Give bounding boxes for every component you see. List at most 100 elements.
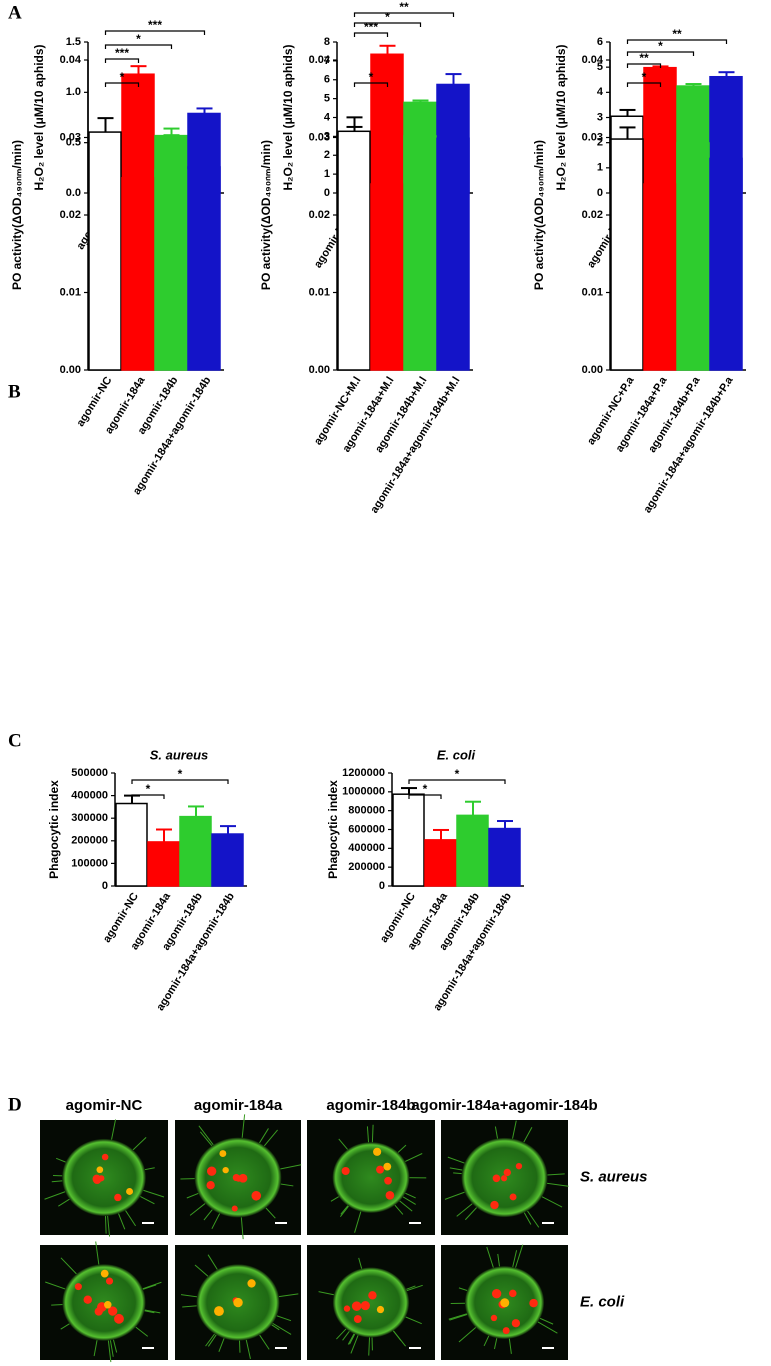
bacterium [376,1165,385,1174]
y-tick-label: 0 [102,880,108,892]
bacterium [105,1277,114,1285]
bacterium [214,1306,224,1317]
bacterium [383,1162,392,1171]
bacterium [219,1150,227,1158]
y-tick-label: 0.0 [66,187,81,199]
bacterium [341,1166,350,1176]
bar [88,131,122,371]
bacterium [360,1301,370,1311]
bacterium [108,1306,118,1316]
significance-bracket [104,44,173,49]
cell [62,1264,146,1341]
bar [610,138,644,371]
bar [643,183,677,371]
bacterium [492,1174,501,1183]
y-tick-label: 0.04 [309,54,331,66]
bacterium [104,1301,112,1309]
significance-bracket [626,51,695,56]
bacterium [384,1176,392,1185]
bacterium [515,1162,523,1170]
y-tick-label: 400000 [71,790,108,802]
panel-letter: A [8,2,22,23]
y-tick-label: 2 [324,149,330,161]
significance-bracket [408,779,506,784]
significance-bracket [104,82,140,87]
y-tick-label: 200000 [348,861,385,873]
bacterium [343,1305,351,1312]
y-tick-label: 2 [597,137,603,149]
bacterium [491,1289,502,1299]
significance-label: * [658,39,663,53]
y-tick-label: 0.03 [582,131,603,143]
y-tick-label: 0 [597,187,603,199]
bacterium [385,1190,395,1200]
chart-title: E. coli [437,747,476,762]
bacterium [376,1305,385,1314]
bacterium [247,1279,256,1288]
bacterium [503,1168,511,1177]
y-axis-label: PO activity(ΔOD₄₉₀ₙₘ/min) [532,140,546,290]
bacterium [511,1319,521,1328]
significance-label: * [423,782,428,796]
significance-label: ** [639,51,649,65]
cell [332,1267,410,1338]
y-tick-label: 300000 [71,812,108,824]
bacterium [500,1175,508,1182]
bacterium [98,1175,105,1182]
y-tick-label: 4 [324,111,331,123]
bar [456,814,489,887]
significance-label: * [178,767,183,781]
y-axis-label: PO activity(ΔOD₄₉₀ₙₘ/min) [259,140,273,290]
significance-label: ** [399,0,409,14]
y-tick-label: 6 [324,74,330,86]
bar [424,839,457,887]
significance-label: * [642,70,647,84]
significance-label: *** [115,46,129,60]
y-tick-label: 0.01 [309,286,330,298]
y-tick-label: 500000 [71,767,108,779]
bacterium [83,1295,92,1304]
significance-bracket [353,12,455,17]
significance-bracket [131,794,165,799]
y-tick-label: 0 [324,187,330,199]
y-tick-label: 0.01 [60,286,81,298]
bar [115,802,148,887]
chart-title: S. aureus [150,747,209,762]
significance-label: ** [672,27,682,41]
y-tick-label: 0.04 [582,54,604,66]
bacterium [222,1166,229,1174]
bar [121,177,155,371]
bar [709,157,743,371]
y-axis-label: Phagocytic index [47,780,61,879]
significance-label: *** [148,18,162,32]
bar [337,130,371,371]
bacterium [529,1298,538,1308]
y-tick-label: 0.00 [309,364,330,376]
bacterium [490,1314,498,1322]
y-tick-label: 0.02 [60,209,81,221]
significance-label: *** [364,20,378,34]
bar [676,142,710,371]
y-tick-label: 400000 [348,842,385,854]
y-tick-label: 0 [379,880,385,892]
significance-bracket [408,794,442,799]
panel-letter: C [8,730,22,751]
significance-label: * [385,10,390,24]
bacterium [126,1187,134,1195]
significance-bracket [353,32,389,37]
bacterium [232,1174,240,1182]
panel-letter: B [8,381,21,402]
y-tick-label: 0.00 [582,364,603,376]
y-axis-label: PO activity(ΔOD₄₉₀ₙₘ/min) [10,140,24,290]
y-tick-label: 5 [597,61,603,73]
bacterium [233,1297,243,1308]
bacterium [206,1181,215,1190]
bar [211,833,244,887]
bar [403,135,437,371]
y-tick-label: 6 [597,36,603,48]
cell [332,1142,410,1213]
y-tick-label: 1.0 [66,86,81,98]
y-tick-label: 5 [324,93,330,105]
bacterium [490,1200,499,1210]
significance-bracket [104,58,140,63]
